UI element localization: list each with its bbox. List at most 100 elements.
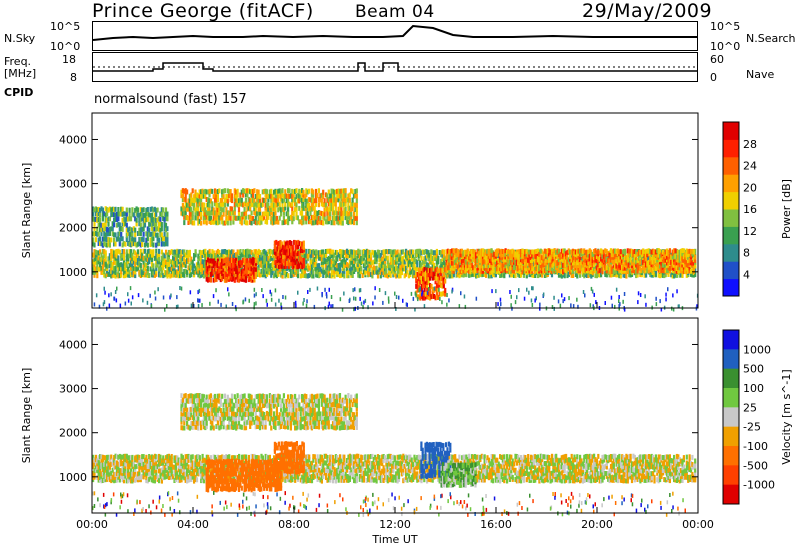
data-cell-p0 (202, 189, 205, 195)
data-cell-p0 (424, 276, 427, 282)
data-cell-p0 (209, 272, 212, 277)
data-cell-p0 (244, 265, 248, 271)
data-cell-p0 (251, 269, 255, 275)
data-cell-p0 (240, 269, 243, 275)
data-cell-p0 (607, 270, 610, 276)
data-cell-p0 (120, 211, 123, 217)
data-cell-p0 (338, 211, 342, 217)
data-cell-p0 (233, 277, 236, 283)
data-cell-p0 (129, 272, 133, 278)
data-cell-p0 (242, 273, 245, 279)
data-cell-p0 (251, 193, 255, 198)
data-cell-p0 (124, 268, 127, 274)
data-cell-p0 (212, 269, 215, 275)
data-cell-p0 (146, 265, 149, 271)
data-cell-p0 (689, 271, 693, 277)
data-cell-p0 (424, 249, 427, 254)
data-cell-p0 (367, 259, 370, 265)
data-cell-p0 (389, 263, 392, 269)
data-cell-p0 (303, 215, 306, 221)
data-cell-p0 (395, 256, 398, 262)
data-cell-p0 (571, 254, 575, 260)
data-cell-p0 (240, 260, 243, 266)
data-cell-p0 (511, 260, 514, 266)
data-cell-p0 (184, 215, 187, 221)
data-cell-p0 (292, 211, 295, 216)
data-cell-p0 (146, 270, 149, 276)
data-cell-p0 (332, 270, 335, 276)
data-cell-p0 (498, 249, 502, 255)
data-cell-p0 (608, 252, 611, 258)
data-cell-p0 (372, 265, 375, 271)
data-cell-p0 (233, 262, 236, 268)
data-cell-p0 (176, 248, 179, 254)
data-cell-p0 (129, 255, 133, 261)
data-cell-p0 (315, 193, 318, 199)
data-cell-p0 (442, 260, 446, 266)
data-cell-p0 (169, 250, 172, 256)
data-cell-p0 (211, 258, 214, 264)
data-cell-p0 (92, 211, 95, 217)
data-cell-p0 (243, 274, 246, 280)
data-cell-p0 (150, 272, 154, 278)
data-cell-p0 (469, 269, 472, 275)
data-cell-p0 (475, 268, 478, 274)
data-cell-p0 (670, 265, 673, 271)
data-cell-p0 (120, 269, 123, 275)
data-cell-p0 (282, 249, 285, 255)
data-cell-p0 (163, 270, 166, 275)
data-cell-p0 (503, 273, 506, 279)
data-cell-p0 (442, 272, 445, 278)
data-cell-p0 (145, 207, 148, 213)
data-cell-p0 (514, 254, 517, 260)
data-cell-p0 (276, 241, 279, 247)
data-cell-p0 (577, 254, 580, 259)
data-cell-p0 (614, 268, 617, 274)
data-cell-p0 (301, 264, 304, 270)
data-cell-p0 (247, 196, 250, 202)
data-cell-p0 (263, 211, 266, 217)
data-cell-p0 (299, 273, 302, 279)
data-cell-p0 (106, 227, 109, 232)
data-cell-p0 (247, 253, 250, 259)
data-cell-p0 (274, 188, 277, 194)
data-cell-p0 (434, 256, 437, 262)
data-cell-p0 (521, 248, 524, 254)
data-cell-p0 (441, 256, 444, 262)
data-cell-p0 (336, 215, 339, 221)
data-cell-p0 (122, 255, 126, 261)
data-cell-p0 (557, 257, 560, 263)
data-cell-p0 (201, 262, 204, 268)
data-cell-p0 (183, 262, 186, 268)
data-cell-p0 (334, 206, 337, 212)
data-cell-p0 (614, 248, 617, 254)
data-cell-p0 (542, 254, 545, 260)
data-cell-p0 (308, 273, 311, 278)
data-cell-p0 (337, 206, 340, 212)
data-cell-p0 (198, 255, 201, 261)
data-cell-p0 (399, 249, 402, 255)
data-cell-p0 (497, 265, 500, 271)
data-cell-p0 (490, 259, 493, 265)
data-cell-p0 (202, 219, 205, 225)
data-cell-p0 (156, 217, 159, 223)
data-cell-p0 (372, 269, 375, 275)
data-cell-p0 (230, 249, 234, 255)
data-cell-p0 (159, 232, 162, 238)
data-cell-p0 (496, 266, 499, 272)
data-cell-p0 (202, 202, 205, 208)
data-cell-p0 (285, 271, 288, 277)
data-cell-p0 (517, 260, 520, 266)
data-cell-p0 (615, 248, 618, 254)
data-cell-p0 (336, 197, 339, 203)
data-cell-p0 (287, 253, 290, 259)
data-cell-p0 (127, 227, 130, 233)
data-cell-p0 (115, 236, 118, 242)
data-cell-p0 (414, 259, 417, 264)
data-cell-p0 (218, 219, 221, 225)
data-cell-p0 (535, 254, 538, 259)
data-cell-p0 (208, 248, 211, 254)
data-cell-p0 (569, 269, 572, 275)
data-cell-p0 (124, 262, 127, 268)
data-cell-p0 (118, 262, 121, 268)
